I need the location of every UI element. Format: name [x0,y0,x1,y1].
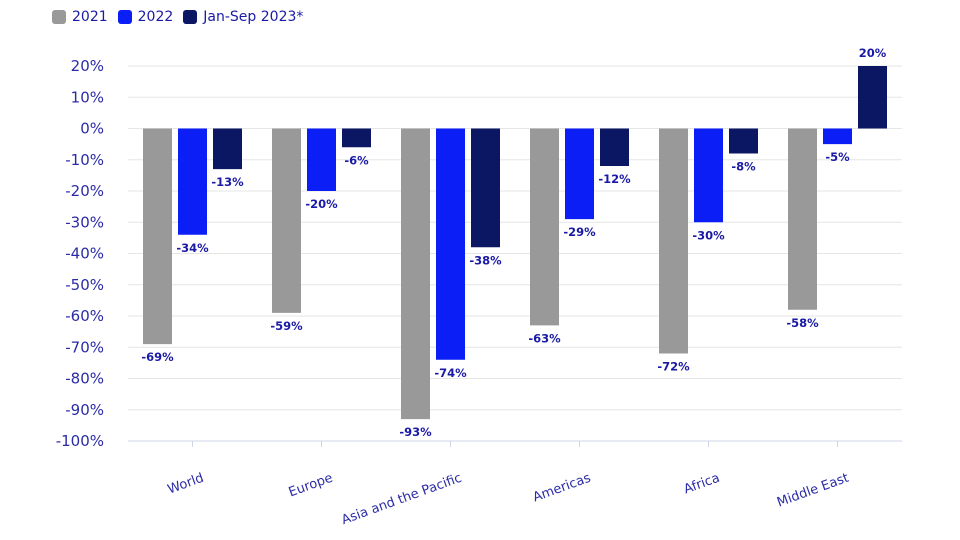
y-tick-label: -90% [65,401,104,419]
bar[interactable] [471,128,500,248]
bar[interactable] [858,66,887,129]
y-tick-label: 20% [71,57,104,75]
bar[interactable] [659,128,688,354]
data-label: -59% [270,319,303,333]
x-tick-label: Africa [682,471,722,498]
bar[interactable] [436,128,465,360]
y-tick-label: -50% [65,276,104,294]
bar[interactable] [729,128,758,154]
legend-label-2022: 2022 [137,9,174,25]
legend-swatch-2023 [183,10,198,24]
bar[interactable] [823,128,852,145]
legend-swatch-2021 [52,10,66,24]
x-tick-label: Asia and the Pacific [340,471,464,528]
y-tick-label: -100% [56,432,104,450]
bar[interactable] [342,128,371,148]
data-label: -5% [825,150,850,164]
bar[interactable] [178,128,207,235]
bar[interactable] [401,128,430,420]
legend-item-2023[interactable]: Jan-Sep 2023* [183,9,303,25]
x-tick-label: Americas [531,471,593,506]
y-tick-label: 0% [80,120,104,138]
data-label: 20% [859,46,887,60]
legend-label-2023: Jan-Sep 2023* [203,9,304,25]
data-label: -38% [469,253,502,267]
x-tick-label: Europe [287,471,335,501]
y-tick-label: -30% [65,213,104,231]
data-label: -93% [399,425,432,439]
data-label: -20% [305,197,338,211]
bar[interactable] [143,128,172,345]
data-label: -13% [211,175,244,189]
y-tick-label: -40% [65,245,104,263]
legend-item-2022[interactable]: 2022 [117,9,174,25]
bar[interactable] [530,128,559,326]
data-label: -63% [528,331,561,345]
bar[interactable] [788,128,817,310]
data-label: -29% [563,225,596,239]
data-label: -72% [657,360,690,374]
y-tick-label: -60% [65,307,104,325]
y-tick-label: -70% [65,338,104,356]
x-tick-label: Middle East [775,471,851,511]
data-label: -74% [434,366,467,380]
bar[interactable] [694,128,723,223]
y-tick-label: -10% [65,151,104,169]
legend-swatch-2022 [117,10,132,24]
x-tick-label: World [166,471,206,498]
bar[interactable] [272,128,301,313]
bar[interactable] [600,128,629,167]
data-label: -69% [141,350,174,364]
bar[interactable] [213,128,242,170]
legend-label-2021: 2021 [72,9,108,25]
bar[interactable] [565,128,594,220]
data-label: -58% [786,316,819,330]
data-label: -34% [176,241,209,255]
y-tick-label: -80% [65,370,104,388]
bar[interactable] [307,128,336,192]
y-tick-label: 10% [71,88,104,106]
data-label: -8% [731,160,756,174]
legend: 2021 2022 Jan-Sep 2023* [52,9,303,25]
data-label: -6% [344,153,369,167]
y-tick-label: -20% [65,182,104,200]
data-label: -12% [598,172,631,186]
legend-item-2021[interactable]: 2021 [52,9,108,25]
data-label: -30% [692,228,725,242]
